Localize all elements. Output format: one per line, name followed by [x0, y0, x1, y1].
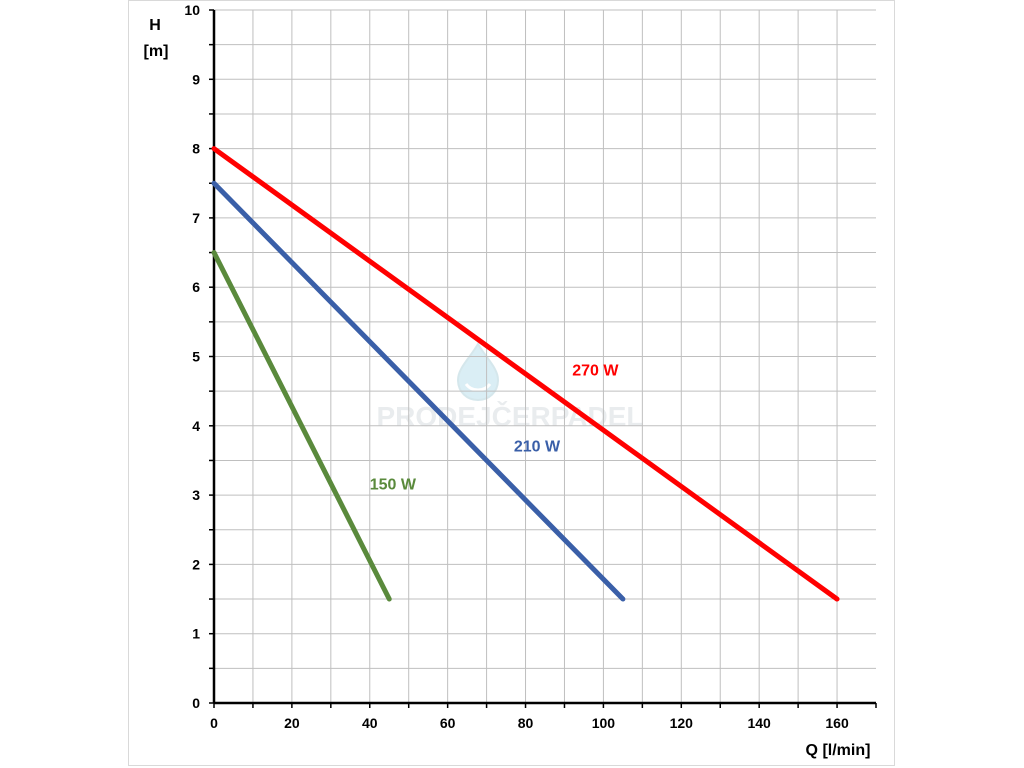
x-tick-label: 40 [362, 715, 378, 731]
y-tick-label: 9 [192, 71, 200, 87]
x-tick-label: 120 [670, 715, 694, 731]
series-label: 210 W [514, 439, 561, 456]
y-axis-unit: [m] [144, 43, 169, 60]
series-label: 270 W [572, 362, 619, 379]
y-tick-labels: 0 1 2 3 4 5 6 7 8 9 10 [184, 2, 200, 711]
y-tick-label: 6 [192, 279, 200, 295]
y-tick-label: 3 [192, 487, 200, 503]
y-tick-label: 10 [184, 2, 200, 18]
series-label: 150 W [370, 477, 417, 494]
series-line [211, 146, 840, 602]
image-frame [128, 0, 895, 766]
series-line [211, 250, 392, 602]
x-tick-label: 160 [825, 715, 849, 731]
axes [209, 9, 877, 708]
y-tick-label: 5 [192, 349, 200, 365]
x-tick-label: 0 [210, 715, 218, 731]
y-tick-label: 4 [192, 418, 200, 434]
x-tick-label: 20 [284, 715, 300, 731]
series-lines [211, 146, 840, 602]
x-tick-label: 80 [518, 715, 534, 731]
x-tick-labels: 0 20 40 60 80 100 120 140 160 [210, 715, 849, 731]
x-axis-label: Q [l/min] [806, 742, 871, 759]
watermark-logo: PRODEJČERPADEL [376, 341, 644, 432]
y-tick-label: 8 [192, 141, 200, 157]
y-axis-label: H [149, 17, 161, 34]
y-tick-label: 2 [192, 556, 200, 572]
y-tick-label: 1 [192, 626, 200, 642]
x-tick-label: 60 [440, 715, 456, 731]
x-tick-label: 140 [747, 715, 771, 731]
series-line [211, 180, 626, 602]
series-labels: 270 W 210 W 150 W [370, 362, 620, 493]
y-tick-label: 7 [192, 210, 200, 226]
grid-lines [214, 9, 876, 703]
y-tick-label: 0 [192, 695, 200, 711]
x-tick-label: 100 [592, 715, 616, 731]
